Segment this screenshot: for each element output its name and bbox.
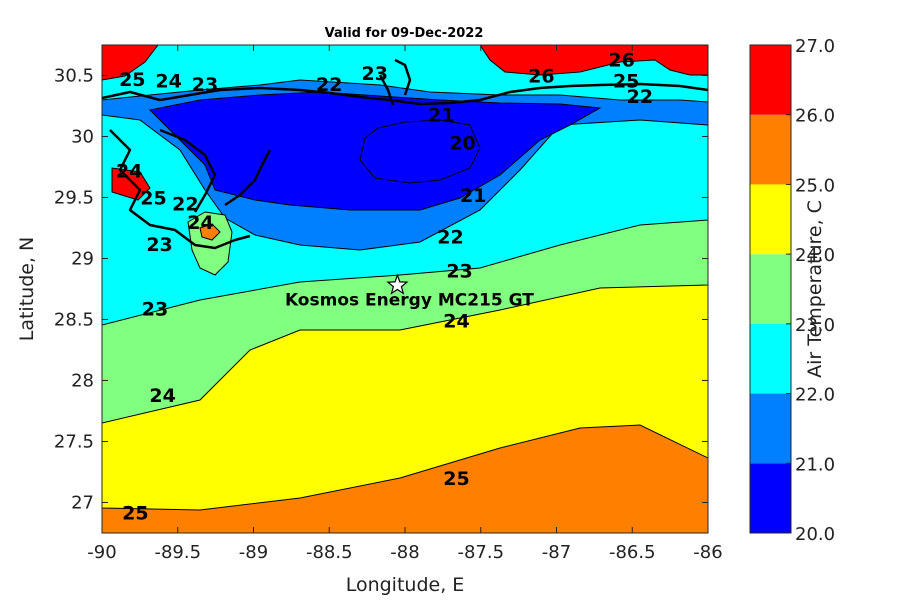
contour-label: 21: [428, 105, 454, 127]
plot-area: [102, 45, 708, 533]
warm-patch-northwest: [102, 45, 159, 81]
colorbar-frame: [749, 44, 792, 534]
contour-label: 25: [122, 502, 148, 524]
contour-label: 23: [361, 63, 387, 85]
cool-tongue-delta: [187, 211, 233, 276]
x-tick-label: -90: [87, 542, 116, 563]
contour-label: 25: [443, 468, 469, 490]
y-tick-label: 27: [71, 493, 94, 514]
colorbar: [749, 44, 792, 534]
contour-label: 22: [437, 227, 463, 249]
contour-label: 23: [146, 234, 172, 256]
x-tick-label: -86.5: [609, 542, 656, 563]
contour-label: 22: [172, 194, 198, 216]
contour-label: 25: [613, 70, 639, 92]
y-tick-label: 29.5: [54, 188, 94, 209]
colorbar-band: [750, 254, 791, 324]
colorbar-band: [750, 184, 791, 255]
colorbar-tick-label: 26.0: [795, 106, 835, 127]
colorbar-tick-label: 23.0: [795, 315, 835, 336]
x-tick-label: -86: [693, 542, 722, 563]
colorbar-tick-label: 22.0: [795, 385, 835, 406]
colorbar-band: [750, 114, 791, 185]
contour-label: 26: [608, 50, 634, 72]
colorbar-band: [750, 393, 791, 464]
station-marker: [386, 273, 409, 295]
warm-patch-northeast: [479, 45, 708, 76]
x-tick-label: -87: [542, 542, 571, 563]
colorbar-tick-label: 24.0: [795, 245, 835, 266]
coastline: [102, 58, 708, 250]
colorbar-band: [750, 45, 791, 115]
colorbar-tick-label: 20.0: [795, 524, 835, 545]
colorbar-tick-label: 25.0: [795, 175, 835, 196]
warm-core-delta: [199, 223, 221, 241]
colorbar-band: [750, 323, 791, 394]
colorbar-ticks: 20.0 21.0 22.0 23.0 24.0 25.0 26.0 27.0: [786, 36, 835, 545]
y-tick-label: 30.5: [54, 66, 94, 87]
y-axis-label: Latitude, N: [16, 237, 38, 342]
colorbar-tick-label: 27.0: [795, 36, 835, 57]
station-star: [386, 273, 409, 295]
colorbar-label: Air Temperature, C: [804, 200, 826, 378]
contour-label: 24: [187, 212, 213, 234]
contour-label: 22: [316, 74, 342, 96]
chart-title: Valid for 09-Dec-2022: [325, 26, 484, 41]
contour-label: 24: [155, 70, 181, 92]
x-tick-label: -88: [390, 542, 419, 563]
colorbar-tick-label: 21.0: [795, 454, 835, 475]
colorbar-band: [750, 463, 791, 533]
contour-label: 23: [446, 261, 472, 283]
contour-20: [359, 119, 481, 184]
contour-label: 23: [192, 74, 218, 96]
contour-label: 25: [140, 188, 166, 210]
contour-label: 25: [119, 69, 145, 91]
x-tick-label: -88.5: [306, 542, 353, 563]
x-tick-label: -87.5: [457, 542, 504, 563]
contour-label: 26: [528, 66, 554, 88]
x-tick-label: -89.5: [154, 542, 201, 563]
contour-label: 24: [443, 311, 469, 333]
contour-label: 24: [149, 385, 175, 407]
y-axis: 27 27.5 28 28.5 29 29.5 30 30.5: [54, 66, 708, 514]
x-axis: -90 -89.5 -89 -88.5 -88 -87.5 -87 -86.5 -86: [87, 45, 723, 563]
y-tick-label: 27.5: [54, 432, 94, 453]
contour-label: 23: [142, 299, 168, 321]
contour-label: 22: [627, 86, 653, 108]
y-tick-label: 28: [71, 371, 94, 392]
contour-label: 21: [460, 185, 486, 207]
contour-label: 24: [116, 161, 142, 183]
y-tick-label: 28.5: [54, 310, 94, 331]
x-axis-label: Longitude, E: [346, 574, 465, 596]
station-label: Kosmos Energy MC215 GT: [285, 290, 534, 310]
warm-patch-coast: [111, 167, 151, 201]
y-tick-label: 29: [71, 249, 94, 270]
y-tick-label: 30: [71, 127, 94, 148]
x-tick-label: -89: [239, 542, 268, 563]
contour-label: 20: [449, 133, 475, 155]
